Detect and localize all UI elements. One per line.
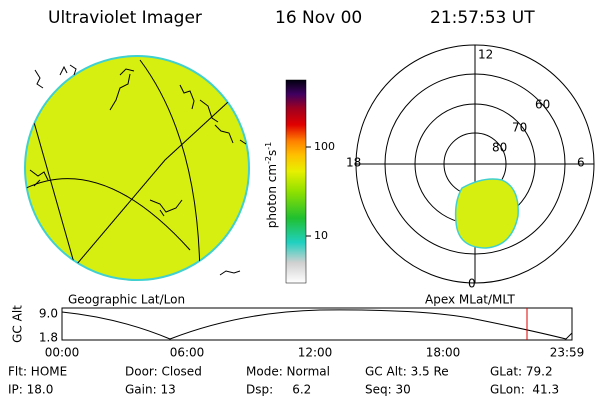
status-field: Seq: 30 — [365, 383, 411, 397]
date: 16 Nov 00 — [275, 8, 362, 28]
colorbar-tick-label: 100 — [314, 140, 335, 153]
colorbar — [285, 79, 307, 284]
label-text: photon cm — [265, 164, 279, 228]
timeline-y-label: 9.0 — [39, 307, 58, 321]
status-field: Door: Closed — [125, 365, 202, 379]
status-field: Gain: 13 — [125, 383, 176, 397]
timeline-x-label: 12:00 — [298, 346, 333, 360]
timeline-x-label: 18:00 — [426, 346, 461, 360]
colorbar-label: photon cm-2s-1 — [264, 142, 279, 229]
polar-caption: Apex MLat/MLT — [425, 293, 515, 307]
status-field: Flt: HOME — [8, 365, 67, 379]
geo-image — [24, 55, 250, 281]
timeline-x-label: 06:00 — [170, 346, 205, 360]
altitude-curve — [61, 309, 573, 340]
earth-disk — [24, 55, 250, 281]
timeline-y-label: 1.8 — [39, 331, 58, 345]
label-exp: -2 — [264, 156, 273, 164]
auroral-image — [454, 178, 519, 249]
footer: Flt: HOME Door: Closed Mode: Normal GC Alt:… — [8, 365, 559, 397]
coastlines — [29, 64, 247, 276]
timeline-x-label: 23:59 — [550, 346, 585, 360]
mlt-label: 6 — [577, 156, 585, 170]
status-field: Dsp: 6.2 — [246, 383, 311, 397]
status-field: GC Alt: 3.5 Re — [365, 365, 449, 379]
timeline-x-label: 00:00 — [45, 346, 80, 360]
status-field: GLon: 41.3 — [490, 383, 559, 397]
colorbar-tick-label: 10 — [314, 229, 328, 242]
timeline-axis-label: GC Alt — [11, 305, 25, 343]
label-exp: -1 — [264, 142, 273, 150]
lat-label: 60 — [535, 98, 550, 112]
timeline-frame — [61, 307, 573, 341]
title: Ultraviolet Imager — [48, 8, 202, 28]
lat-label: 80 — [492, 141, 507, 155]
status-field: GLat: 79.2 — [490, 365, 553, 379]
mlt-label: 12 — [478, 48, 493, 62]
lat-label: 70 — [512, 121, 527, 135]
mlt-label: 18 — [346, 156, 361, 170]
polar-grid — [355, 44, 595, 284]
mlt-label: 0 — [468, 277, 476, 291]
status-field: IP: 18.0 — [8, 383, 53, 397]
geo-caption: Geographic Lat/Lon — [68, 293, 185, 307]
status-field: Mode: Normal — [246, 365, 330, 379]
label-text: s — [265, 150, 279, 156]
time: 21:57:53 UT — [430, 8, 535, 28]
